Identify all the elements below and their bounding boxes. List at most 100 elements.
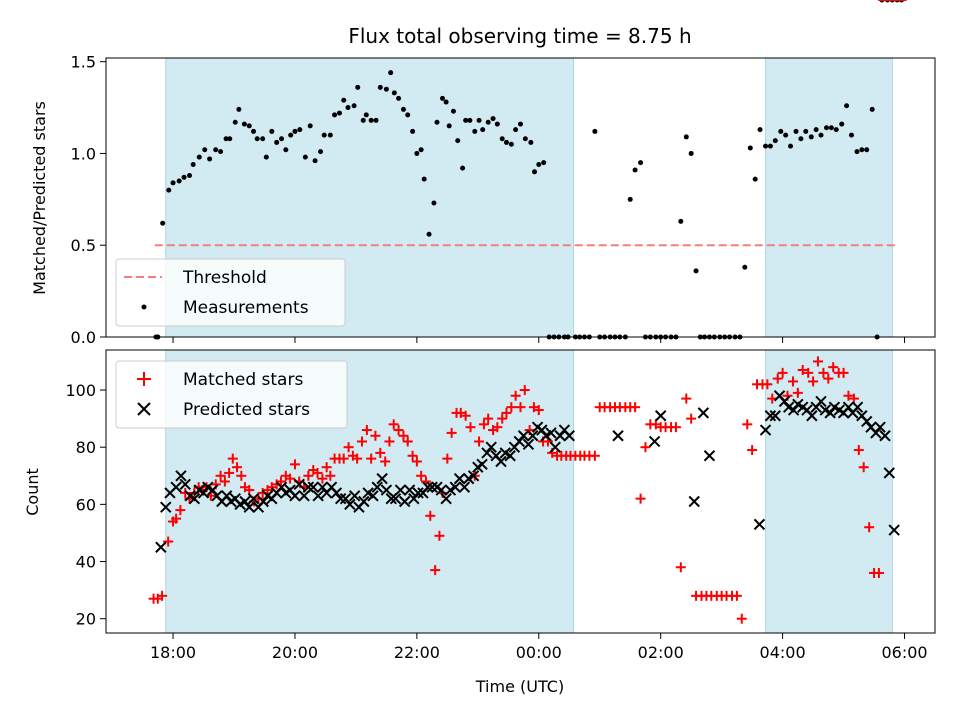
predicted-star-stroke-b xyxy=(458,481,471,493)
matched-star-point xyxy=(864,522,875,533)
count-panel-frame xyxy=(105,349,936,634)
matched-star-point xyxy=(823,373,834,384)
predicted-star-stroke-b xyxy=(697,407,710,419)
measurement-point xyxy=(288,132,294,138)
predicted-star-stroke-b xyxy=(206,484,219,496)
ratio-legend-box xyxy=(115,258,346,327)
matched-star-point xyxy=(792,387,803,398)
matched-star-point xyxy=(434,530,445,541)
ratio-y-tick-label: 1.5 xyxy=(71,53,96,72)
measurement-point xyxy=(351,103,357,109)
measurement-point xyxy=(757,127,763,133)
predicted-star-point xyxy=(348,490,361,502)
matched-star-point xyxy=(317,473,328,484)
measurement-point xyxy=(678,218,684,224)
predicted-star-stroke-b xyxy=(179,478,191,491)
count-panel-legend: Matched stars Predicted stars xyxy=(115,360,348,429)
measurement-point xyxy=(196,154,202,160)
matched-star-point xyxy=(533,405,544,416)
measurement-point xyxy=(532,169,538,175)
measurement-point xyxy=(688,150,694,156)
measurement-point xyxy=(778,128,784,134)
predicted-star-stroke-b xyxy=(801,404,813,416)
measurement-point xyxy=(332,112,338,118)
matched-star-point xyxy=(762,379,773,390)
matched-star-point xyxy=(215,470,226,481)
measurement-point xyxy=(869,106,875,112)
predicted-star-stroke-b xyxy=(339,492,352,505)
predicted-star-stroke-b xyxy=(312,490,324,502)
measurement-point xyxy=(463,117,469,123)
x-tick-label: 06:00 xyxy=(881,643,927,662)
matched-star-point xyxy=(361,425,372,436)
matched-star-point xyxy=(497,413,508,424)
predicted-star-point xyxy=(453,472,466,485)
measurement-point xyxy=(223,136,229,142)
measurement-point xyxy=(187,172,193,178)
matched-star-point xyxy=(384,436,395,447)
predicted-star-point xyxy=(293,478,305,491)
matched-stars-points xyxy=(148,0,907,624)
matched-star-point xyxy=(812,356,823,367)
matched-star-point xyxy=(630,402,641,413)
predicted-legend-swatch xyxy=(137,402,151,416)
predicted-star-point xyxy=(504,450,516,462)
predicted-star-stroke-b xyxy=(490,450,502,462)
measurement-point xyxy=(410,128,416,134)
chart-title: Flux total observing time = 8.75 h xyxy=(348,24,691,48)
predicted-star-point xyxy=(239,495,251,508)
measurement-point xyxy=(499,136,505,142)
ratio-panel-frame xyxy=(105,57,936,338)
predicted-star-stroke-b xyxy=(481,447,493,459)
matched-star-point xyxy=(175,505,186,516)
measurement-point xyxy=(485,119,491,125)
matched-star-point xyxy=(772,373,783,384)
measurement-point xyxy=(170,180,176,186)
predicted-star-stroke-b xyxy=(549,441,561,453)
predicted-star-point xyxy=(188,492,201,505)
predicted-star-stroke-b xyxy=(202,481,214,493)
predicted-star-stroke-b xyxy=(688,495,700,508)
measurement-point xyxy=(518,121,523,127)
predicted-star-stroke-b xyxy=(861,415,873,428)
predicted-star-stroke-b xyxy=(380,484,393,496)
predicted-star-stroke-b xyxy=(422,481,434,493)
measurement-point xyxy=(443,99,449,105)
measurement-point xyxy=(747,145,753,151)
count-y-tick-label: 100 xyxy=(65,381,96,400)
measurement-point xyxy=(373,117,379,123)
predicted-star-stroke-b xyxy=(495,455,507,468)
measurement-point xyxy=(828,125,834,131)
matched-star-point xyxy=(370,430,381,441)
measurement-point xyxy=(823,125,829,131)
predicted-star-point xyxy=(175,470,187,482)
predicted-star-stroke-b xyxy=(563,430,575,442)
measurement-point xyxy=(426,231,432,237)
predicted-star-point xyxy=(612,430,624,442)
predicted-star-point xyxy=(476,458,488,471)
measurement-point xyxy=(269,128,275,134)
matched-star-point xyxy=(312,467,323,478)
measurement-point xyxy=(446,123,452,129)
ratio-panel: 0.0 0.5 1.0 1.5 Matched/Predicted stars Thr… xyxy=(30,0,936,347)
predicted-star-point xyxy=(435,484,447,496)
predicted-star-point xyxy=(394,484,407,496)
matched-star-point xyxy=(747,445,758,456)
predicted-star-stroke-b xyxy=(787,404,800,416)
predicted-star-point xyxy=(517,430,530,442)
count-y-tick-label: 20 xyxy=(76,610,96,629)
predicted-star-stroke-b xyxy=(792,398,804,411)
measurement-point xyxy=(400,106,406,112)
predicted-star-point xyxy=(412,487,424,499)
measurement-point xyxy=(345,105,351,111)
count-panel: 20 40 60 80 100 18:00 20:00 22:00 00:00 02:00 04:… xyxy=(23,0,936,696)
matched-star-point xyxy=(224,467,235,478)
measurement-point xyxy=(859,147,865,153)
predicted-star-stroke-b xyxy=(819,404,831,416)
matched-star-point xyxy=(506,402,517,413)
predicted-star-point xyxy=(495,455,507,468)
measurement-point xyxy=(341,97,347,103)
predicted-star-stroke-b xyxy=(316,481,329,493)
predicted-star-point xyxy=(842,401,855,413)
